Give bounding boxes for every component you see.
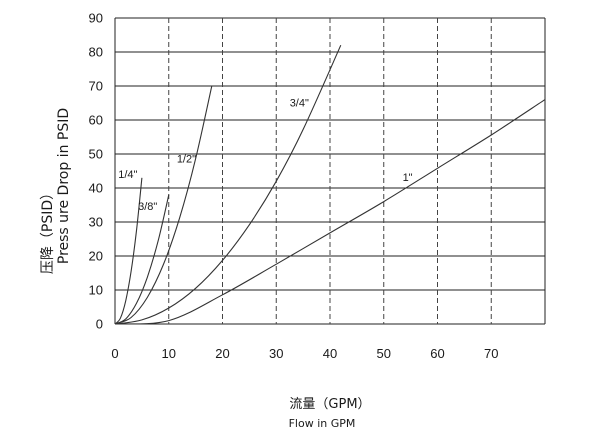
x-tick-label: 40 bbox=[323, 346, 337, 361]
y-tick-label: 20 bbox=[89, 249, 103, 264]
x-tick-label: 60 bbox=[430, 346, 444, 361]
x-tick-label: 70 bbox=[484, 346, 498, 361]
y-axis-title-cn: 压降（PSID） bbox=[40, 186, 56, 274]
curve-line bbox=[114, 177, 143, 325]
y-tick-labels: 0 10 20 30 40 50 60 70 80 90 bbox=[89, 11, 103, 332]
x-tick-label: 20 bbox=[215, 346, 229, 361]
curve-label: 1/4" bbox=[118, 169, 137, 181]
y-tick-label: 50 bbox=[89, 147, 103, 162]
curve-line bbox=[114, 85, 213, 325]
x-tick-label: 10 bbox=[162, 346, 176, 361]
curve-label: 3/4" bbox=[290, 97, 309, 109]
y-tick-label: 30 bbox=[89, 215, 103, 230]
y-axis-title: Press ure Drop in PSID bbox=[56, 108, 72, 264]
curves bbox=[114, 44, 546, 325]
curve-label: 1" bbox=[403, 172, 413, 184]
x-axis-title-cn: 流量（GPM） bbox=[289, 397, 370, 412]
y-tick-label: 60 bbox=[89, 113, 103, 128]
y-tick-label: 10 bbox=[89, 283, 103, 298]
y-tick-label: 70 bbox=[89, 79, 103, 94]
x-axis-title: Flow in GPM bbox=[289, 417, 356, 430]
x-tick-label: 0 bbox=[111, 346, 118, 361]
curve-label: 1/2" bbox=[177, 154, 196, 166]
x-tick-label: 30 bbox=[269, 346, 283, 361]
y-tick-label: 0 bbox=[96, 317, 103, 332]
x-tick-label: 50 bbox=[377, 346, 391, 361]
curve-line bbox=[114, 99, 546, 325]
curve-line bbox=[114, 194, 170, 325]
y-tick-label: 90 bbox=[89, 11, 103, 26]
curve-line bbox=[114, 44, 342, 325]
y-tick-label: 40 bbox=[89, 181, 103, 196]
curve-label: 3/8" bbox=[138, 201, 157, 213]
curve-labels: 1/4" 3/8" 1/2" 3/4" 1" bbox=[118, 97, 412, 213]
grid bbox=[114, 17, 546, 325]
x-tick-labels: 0 10 20 30 40 50 60 70 bbox=[111, 346, 498, 361]
y-tick-label: 80 bbox=[89, 45, 103, 60]
